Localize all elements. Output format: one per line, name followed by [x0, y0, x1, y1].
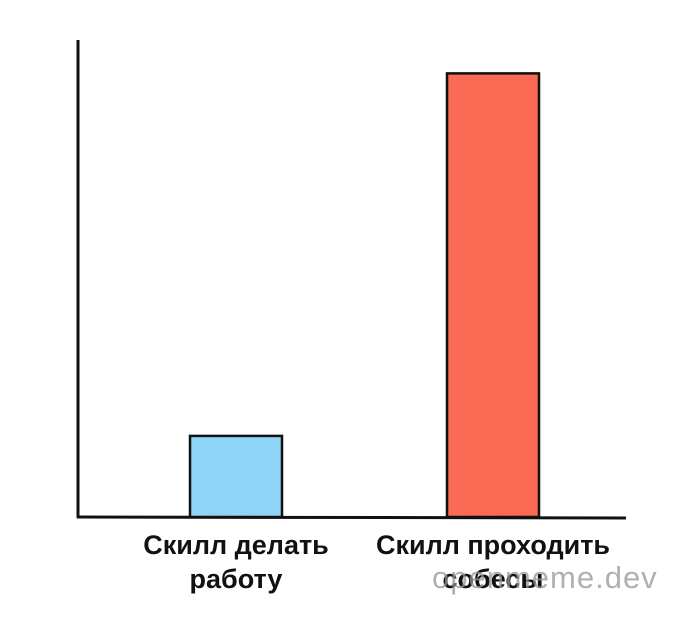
bar	[188, 434, 284, 519]
x-tick-label: Скилл проходить собесы	[375, 530, 611, 594]
x-axis	[76, 515, 627, 520]
watermark: openmeme.dev	[432, 560, 658, 595]
bar	[445, 72, 541, 519]
x-tick-label: Скилл делать работу	[143, 530, 329, 594]
